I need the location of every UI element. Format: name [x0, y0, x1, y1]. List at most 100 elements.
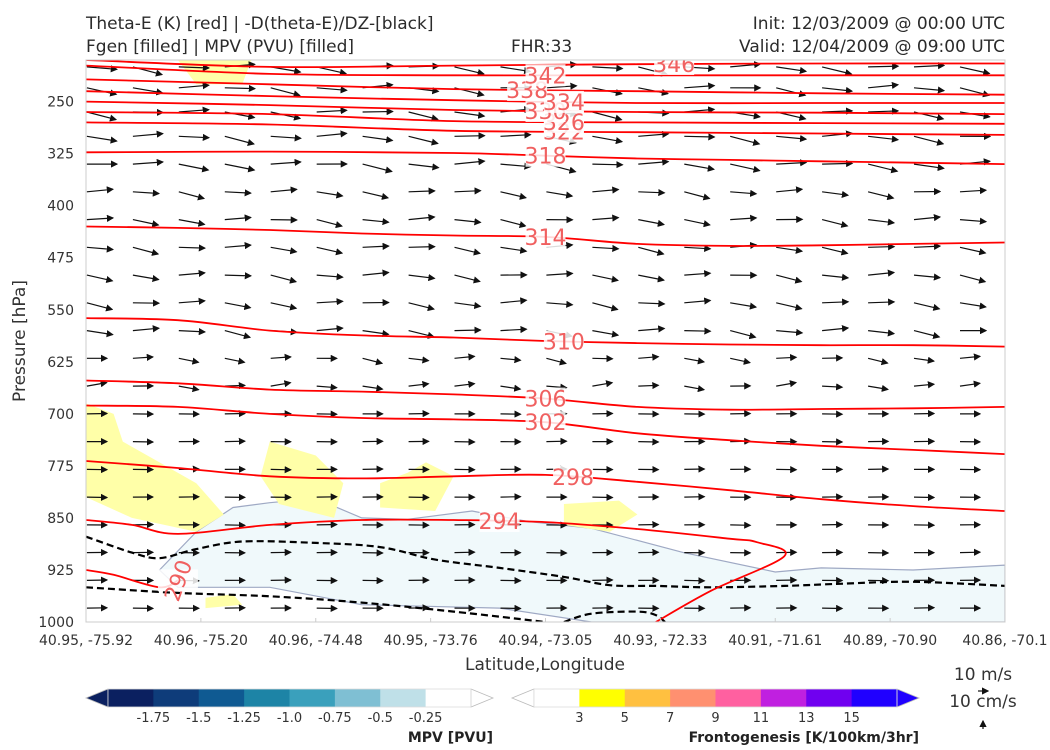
wind-vector	[178, 297, 206, 305]
colorbar-tick-label: 15	[843, 711, 860, 726]
forecast-hour: FHR:33	[511, 37, 573, 57]
wind-vector	[224, 189, 252, 197]
colorbar-segment	[198, 689, 245, 707]
colorbar-segment	[334, 689, 381, 707]
wind-vector	[822, 107, 854, 115]
wind-vector	[270, 246, 298, 255]
wind-vector	[730, 189, 758, 197]
wind-vector	[913, 330, 941, 340]
wind-vector	[500, 297, 528, 305]
x-tick-label: 40.95, -73.76	[384, 633, 478, 649]
wind-vector	[408, 380, 430, 389]
wind-vector	[178, 133, 210, 142]
wind-vector	[684, 244, 712, 253]
colorbar-frame	[107, 688, 472, 708]
theta-e-label-bg	[525, 144, 566, 167]
wind-vector	[224, 135, 255, 146]
wind-vector	[178, 269, 206, 277]
wind-vector	[178, 82, 210, 90]
wind-vector	[913, 381, 936, 389]
wind-vector	[454, 353, 476, 361]
x-tick-label: 40.86, -70.1	[962, 633, 1047, 649]
wind-vector	[362, 329, 390, 338]
wind-vector	[316, 107, 348, 115]
wind-vector	[776, 328, 804, 336]
colorbar-tick-label: 9	[711, 711, 719, 726]
wind-vector	[868, 269, 896, 277]
wind-vector	[684, 297, 712, 305]
wind-vector	[316, 66, 348, 76]
wind-vector	[86, 302, 114, 312]
wind-vector	[638, 158, 670, 166]
wind-vector	[224, 84, 256, 93]
wind-vector	[178, 328, 206, 336]
wind-vector	[730, 163, 761, 173]
wind-vector	[86, 274, 114, 283]
axis-layer: 250 325 400 475 550 625 700 775 850 925 1000 40.95,…	[38, 95, 1047, 649]
wind-vector	[500, 246, 528, 254]
theta-e-label-bg	[525, 387, 566, 410]
wind-vector	[822, 383, 844, 391]
wind-vector	[684, 163, 715, 172]
wind-vector	[86, 111, 118, 122]
colorbar-title: MPV [PVU]	[408, 730, 493, 746]
wind-vector	[408, 135, 439, 146]
wind-vector	[867, 357, 889, 366]
x-tick-label: 40.89, -70.90	[843, 633, 937, 649]
theta-e-label-bg	[525, 411, 566, 434]
colorbar-tick-label: 7	[666, 711, 674, 726]
wind-vector	[408, 243, 436, 251]
wind-vector	[454, 301, 482, 310]
wind-vector	[684, 327, 712, 335]
wind-vector	[821, 246, 849, 256]
wind-vector	[132, 130, 164, 138]
y-tick-label: 400	[47, 199, 74, 215]
theta-e-contour	[86, 150, 1005, 165]
wind-vector	[86, 380, 108, 388]
wind-vector	[178, 163, 210, 173]
wind-vector	[86, 214, 115, 222]
wind-vector	[454, 132, 486, 140]
wind-vector	[408, 356, 430, 364]
wind-vector	[822, 190, 850, 198]
wind-vector	[868, 384, 889, 392]
colorbar-segment	[851, 689, 898, 707]
wind-vector	[592, 111, 623, 122]
wind-vector	[546, 357, 567, 366]
wind-vector	[270, 302, 298, 311]
wind-vector	[822, 86, 854, 95]
vector-key-horizontal: 10 m/s	[954, 665, 1012, 685]
chart-title-line1: Theta-E (K) [red] | -D(theta-E)/DZ-[blac…	[86, 14, 434, 34]
wind-vector	[730, 135, 761, 146]
wind-vector	[454, 380, 476, 388]
wind-vector	[500, 356, 522, 364]
wind-vector	[959, 246, 987, 256]
theta-e-label: 302	[525, 411, 567, 436]
theta-e-contour	[86, 460, 1005, 512]
y-axis-label: Pressure [hPa]	[10, 280, 30, 402]
wind-vector	[684, 133, 716, 141]
wind-vector	[546, 270, 574, 278]
x-tick-label: 40.96, -74.48	[269, 633, 363, 649]
wind-vector	[454, 274, 481, 284]
wind-vector	[546, 300, 574, 308]
colorbar-segment	[289, 689, 336, 707]
colorbar-segment	[715, 689, 762, 707]
y-tick-label: 625	[47, 355, 74, 371]
wind-vector	[270, 134, 302, 142]
theta-e-label-bg	[525, 64, 566, 87]
colorbar-extend-high	[470, 688, 495, 708]
wind-vector	[638, 325, 666, 333]
wind-vector	[638, 188, 666, 197]
colorbar-segment	[380, 689, 427, 707]
wind-vector	[178, 106, 210, 114]
wind-vector	[684, 219, 711, 228]
wind-vector	[316, 298, 344, 306]
wind-vector	[592, 302, 619, 312]
wind-vector	[868, 298, 896, 306]
wind-vector	[776, 380, 798, 388]
y-tick-label: 1000	[38, 615, 74, 631]
theta-e-label: 314	[525, 226, 567, 251]
wind-vector	[408, 330, 435, 339]
wind-vector	[592, 161, 624, 169]
